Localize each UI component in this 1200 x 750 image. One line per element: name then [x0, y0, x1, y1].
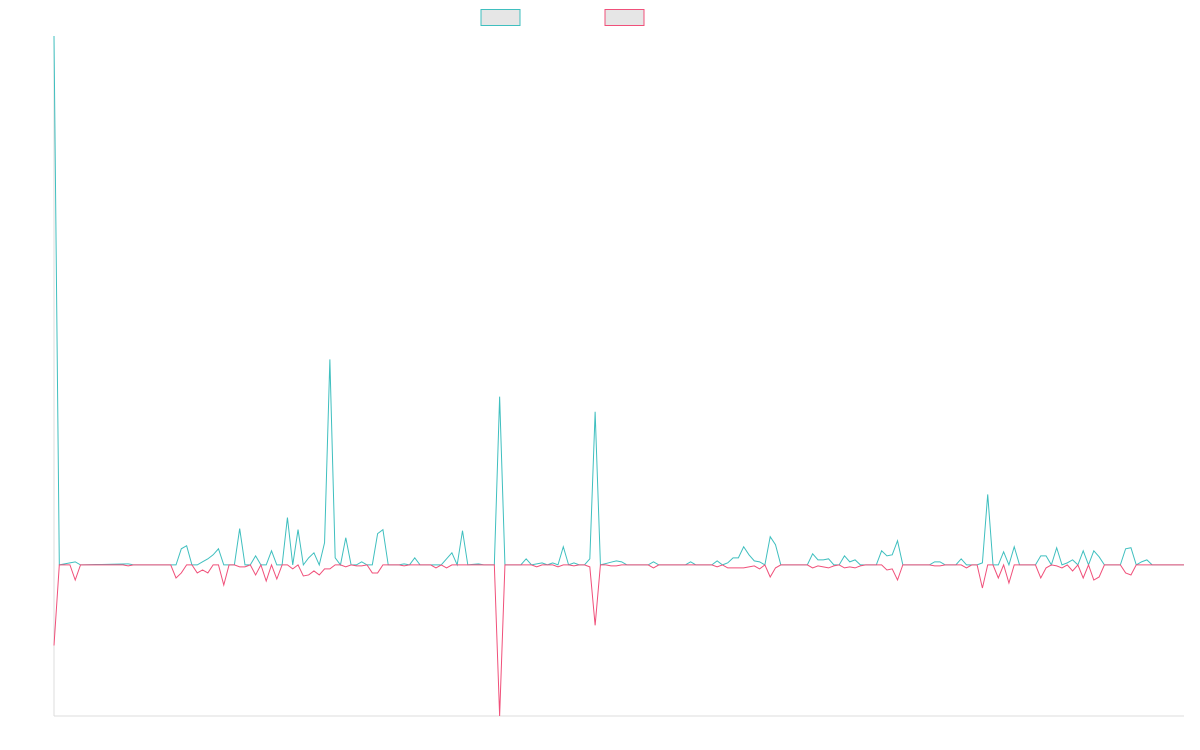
legend-item-negative[interactable] — [604, 9, 645, 26]
legend — [480, 9, 645, 26]
legend-swatch-negative — [604, 9, 645, 26]
series-line-negative — [53, 563, 1184, 717]
series-layer — [53, 35, 1184, 717]
legend-item-positive[interactable] — [480, 9, 521, 26]
legend-swatch-positive — [480, 9, 521, 26]
series-line-positive — [53, 35, 1184, 567]
